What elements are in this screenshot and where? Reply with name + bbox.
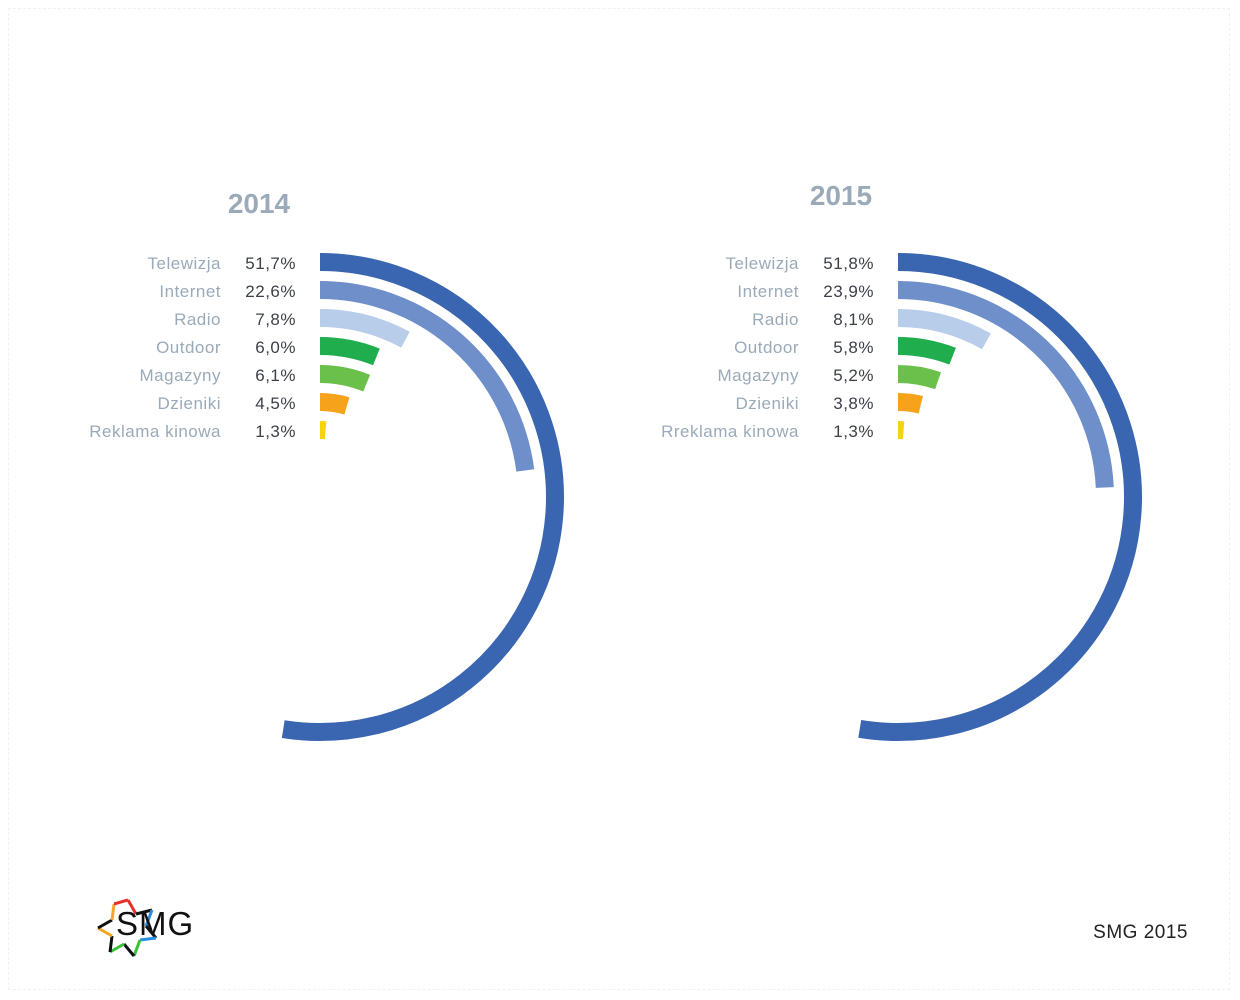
- logo-text: SMG: [116, 905, 195, 942]
- bar-2014-telewizja: [281, 253, 564, 741]
- category-label: Magazyny: [718, 366, 799, 385]
- page-frame: [8, 8, 1230, 990]
- bar-2014-magazyny: [319, 365, 371, 392]
- smg-logo-icon: [97, 898, 158, 957]
- category-label: Dzieniki: [735, 394, 799, 413]
- category-label: Magazyny: [140, 366, 221, 385]
- category-label: Outdoor: [734, 338, 799, 357]
- chart-title-2015: 2015: [810, 180, 872, 211]
- category-label: Radio: [174, 310, 221, 329]
- value-label: 1,3%: [833, 422, 874, 441]
- chart-2014: 2014 Telewizja 51,7% Internet 22,6% Radio 7,8…: [89, 188, 564, 741]
- category-label: Internet: [159, 282, 221, 301]
- value-label: 51,8%: [823, 254, 874, 273]
- bar-2014-radio: [319, 309, 410, 348]
- chart-title-2014: 2014: [228, 188, 291, 219]
- value-label: 23,9%: [823, 282, 874, 301]
- chart-2015: 2015 Telewizja 51,8% Internet 23,9% Radio 8,1…: [661, 180, 1142, 741]
- value-label: 4,5%: [255, 394, 296, 413]
- category-label: Telewizja: [726, 254, 800, 273]
- bar-2014-outdoor: [319, 337, 380, 366]
- bar-2014-dzienniki: [319, 393, 350, 415]
- bar-2015-magazyny: [897, 365, 941, 390]
- category-label: Dzieniki: [157, 394, 221, 413]
- bar-2015-telewizja: [858, 253, 1142, 741]
- category-label: Reklama kinowa: [89, 422, 221, 441]
- value-label: 22,6%: [245, 282, 296, 301]
- bar-2015-radio: [897, 309, 991, 350]
- value-label: 8,1%: [833, 310, 874, 329]
- bar-2015-outdoor: [897, 337, 956, 365]
- bar-2014-internet: [319, 281, 535, 472]
- category-label: Radio: [752, 310, 799, 329]
- source-label: SMG 2015: [1093, 922, 1188, 943]
- value-label: 1,3%: [255, 422, 296, 441]
- value-label: 3,8%: [833, 394, 874, 413]
- value-label: 7,8%: [255, 310, 296, 329]
- category-label: Internet: [737, 282, 799, 301]
- value-label: 6,0%: [255, 338, 296, 357]
- bar-2015-dzienniki: [897, 393, 923, 414]
- value-label: 51,7%: [245, 254, 296, 273]
- value-label: 5,8%: [833, 338, 874, 357]
- category-label: Rreklama kinowa: [661, 422, 799, 441]
- bar-2015-internet: [897, 281, 1114, 488]
- value-label: 5,2%: [833, 366, 874, 385]
- category-label: Telewizja: [148, 254, 222, 273]
- category-label: Outdoor: [156, 338, 221, 357]
- value-label: 6,1%: [255, 366, 296, 385]
